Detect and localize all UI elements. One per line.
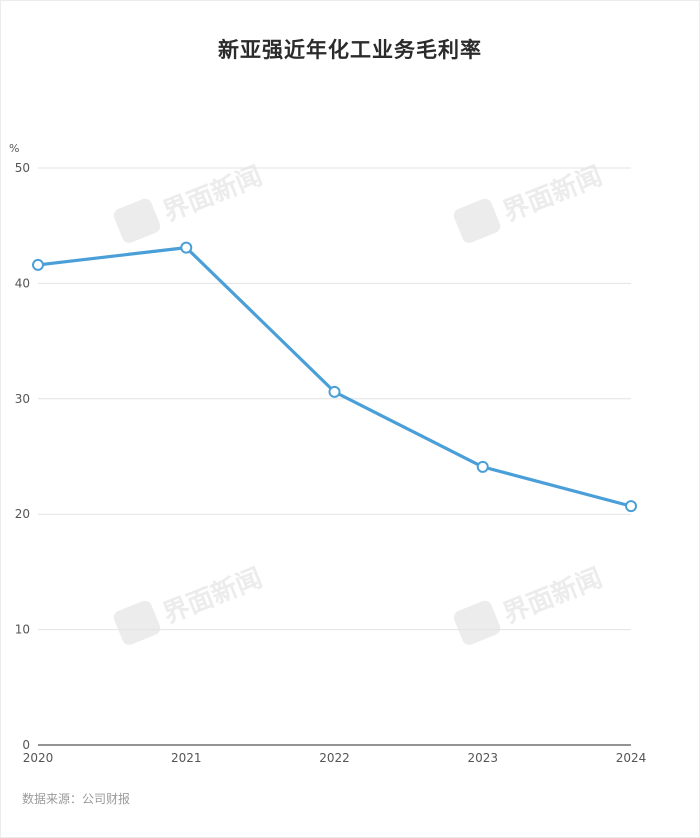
watermark-logo-icon	[453, 198, 501, 243]
chart-title: 新亚强近年化工业务毛利率	[218, 38, 482, 62]
watermark-text: 界面新闻	[159, 562, 267, 630]
x-tick-labels: 2020 2021 2022 2023 2024	[23, 751, 647, 765]
watermark-logo-icon	[113, 198, 161, 243]
y-tick-label: 40	[15, 276, 30, 290]
x-tick-label: 2022	[319, 751, 350, 765]
y-tick-labels: 0 10 20 30 40 50	[15, 161, 30, 752]
y-tick-label: 30	[15, 392, 30, 406]
data-point[interactable]	[625, 500, 637, 513]
data-point[interactable]	[328, 385, 341, 398]
x-tick-label: 2024	[616, 751, 647, 765]
data-point[interactable]	[476, 460, 489, 473]
watermark-logo-icon	[453, 600, 501, 645]
y-axis-unit-label: %	[9, 142, 19, 155]
watermark: 界面新闻	[453, 562, 607, 645]
watermark-text: 界面新闻	[499, 562, 607, 630]
y-tick-label: 10	[15, 623, 30, 637]
watermark: 界面新闻	[113, 562, 267, 645]
series-line	[36, 246, 633, 508]
data-point[interactable]	[180, 241, 193, 254]
watermark-text: 界面新闻	[159, 160, 267, 228]
watermark-logo-icon	[113, 600, 161, 645]
x-tick-label: 2020	[23, 751, 54, 765]
x-tick-label: 2021	[171, 751, 202, 765]
grid-lines	[38, 167, 631, 631]
watermark-text: 界面新闻	[499, 160, 607, 228]
data-point[interactable]	[32, 258, 44, 271]
data-source-note: 数据来源：公司财报	[22, 792, 131, 806]
y-tick-label: 0	[22, 738, 30, 752]
x-tick-label: 2023	[467, 751, 498, 765]
y-tick-label: 50	[15, 161, 30, 175]
y-tick-label: 20	[15, 507, 30, 521]
series-layer	[32, 241, 637, 513]
